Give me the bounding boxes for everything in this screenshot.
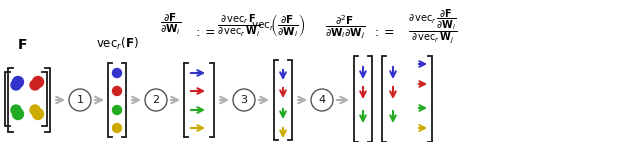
Circle shape bbox=[145, 89, 167, 111]
Circle shape bbox=[13, 77, 24, 87]
Circle shape bbox=[69, 89, 91, 111]
Text: 4: 4 bbox=[319, 95, 326, 105]
Circle shape bbox=[113, 124, 122, 132]
Text: 2: 2 bbox=[152, 95, 159, 105]
Text: $:=$: $:=$ bbox=[372, 26, 394, 38]
Circle shape bbox=[13, 108, 24, 120]
Text: $\dfrac{\partial^2\mathbf{F}}{\partial\mathbf{W}_i\partial\mathbf{W}_j}$: $\dfrac{\partial^2\mathbf{F}}{\partial\m… bbox=[324, 14, 365, 41]
Circle shape bbox=[113, 68, 122, 78]
Circle shape bbox=[11, 105, 21, 115]
Text: $\dfrac{\partial\,\mathrm{vec}_r\,\mathbf{F}}{\partial\,\mathrm{vec}_r\,\mathbf{: $\dfrac{\partial\,\mathrm{vec}_r\,\mathb… bbox=[217, 12, 261, 39]
Circle shape bbox=[33, 108, 44, 120]
Circle shape bbox=[33, 77, 44, 87]
Circle shape bbox=[113, 86, 122, 96]
Circle shape bbox=[30, 105, 40, 115]
Circle shape bbox=[113, 106, 122, 114]
Text: $\mathrm{vec}_r\!\left(\dfrac{\partial\mathbf{F}}{\partial\mathbf{W}_i}\right)$: $\mathrm{vec}_r\!\left(\dfrac{\partial\m… bbox=[251, 12, 305, 39]
Circle shape bbox=[311, 89, 333, 111]
Circle shape bbox=[30, 80, 40, 90]
Text: 1: 1 bbox=[77, 95, 83, 105]
Text: $\mathrm{vec}_r(\mathbf{F})$: $\mathrm{vec}_r(\mathbf{F})$ bbox=[95, 36, 138, 52]
Text: $\mathbf{F}$: $\mathbf{F}$ bbox=[17, 38, 27, 52]
Text: $\dfrac{\partial\,\mathrm{vec}_r\,\dfrac{\partial\mathbf{F}}{\partial\mathbf{W}_: $\dfrac{\partial\,\mathrm{vec}_r\,\dfrac… bbox=[408, 8, 458, 46]
Circle shape bbox=[11, 80, 21, 90]
Circle shape bbox=[233, 89, 255, 111]
Text: $:=$: $:=$ bbox=[193, 26, 216, 38]
Text: $\dfrac{\partial\mathbf{F}}{\partial\mathbf{W}_i}$: $\dfrac{\partial\mathbf{F}}{\partial\mat… bbox=[161, 12, 182, 37]
Text: 3: 3 bbox=[241, 95, 248, 105]
